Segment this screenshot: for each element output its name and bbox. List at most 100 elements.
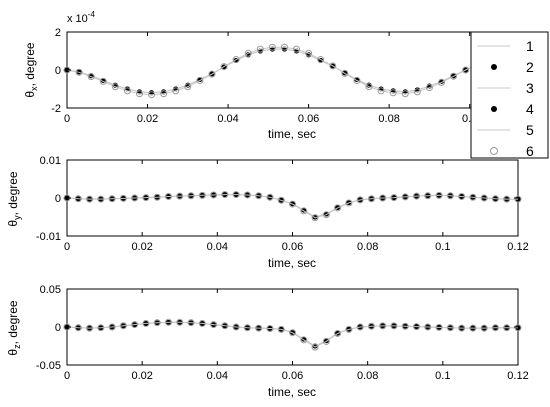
data-point xyxy=(329,62,337,70)
data-point xyxy=(208,70,216,78)
x-tick-label: 0.1 xyxy=(435,370,450,382)
data-point xyxy=(148,91,156,99)
x-tick-label: 0.06 xyxy=(282,370,303,382)
legend-entry: 3 xyxy=(477,80,534,96)
data-point xyxy=(353,76,361,84)
x-tick-label: 0.04 xyxy=(217,113,238,125)
data-point xyxy=(108,195,116,203)
data-point xyxy=(280,43,288,51)
data-point xyxy=(187,192,195,200)
data-point xyxy=(413,323,421,331)
x-tick-label: 0 xyxy=(64,241,70,253)
y-tick-label: 0 xyxy=(55,65,61,77)
data-point xyxy=(379,194,387,202)
data-point xyxy=(119,194,127,202)
legend-entry: 2 xyxy=(491,59,534,75)
data-point xyxy=(142,194,150,202)
y-tick-label: 0 xyxy=(55,193,61,205)
data-point xyxy=(131,321,139,329)
data-point xyxy=(390,322,398,330)
data-point xyxy=(367,195,375,203)
data-point xyxy=(469,193,477,201)
data-point xyxy=(450,72,458,80)
series-line xyxy=(66,194,518,219)
data-point xyxy=(367,322,375,330)
data-point xyxy=(184,83,192,91)
data-point xyxy=(232,56,240,64)
data-point xyxy=(97,195,105,203)
x-tick-label: 0.12 xyxy=(507,241,528,253)
x-tick-label: 0.04 xyxy=(207,241,228,253)
legend-entry: 1 xyxy=(477,38,534,54)
data-point xyxy=(401,322,409,330)
x-tick-label: 0.06 xyxy=(298,113,319,125)
data-point xyxy=(300,207,308,215)
x-axis-label: time, sec xyxy=(268,127,316,141)
data-point xyxy=(503,195,511,203)
data-point xyxy=(365,83,373,91)
data-point xyxy=(425,84,433,92)
x-axis-label: time, sec xyxy=(268,256,316,270)
x-tick-label: 0.06 xyxy=(282,241,303,253)
data-point xyxy=(462,66,470,74)
data-point xyxy=(435,323,443,331)
data-point xyxy=(480,324,488,332)
data-point xyxy=(341,69,349,77)
data-point xyxy=(503,324,511,332)
data-point xyxy=(317,56,325,64)
data-point xyxy=(491,324,499,332)
data-point xyxy=(424,323,432,331)
data-point xyxy=(458,324,466,332)
marks-layer xyxy=(63,318,522,351)
data-point xyxy=(322,337,330,345)
data-point xyxy=(86,195,94,203)
data-point xyxy=(111,83,119,91)
legend-label: 5 xyxy=(526,122,534,138)
y-tick-label: 2 xyxy=(55,27,61,39)
data-point xyxy=(176,318,184,326)
data-point xyxy=(160,90,168,98)
data-point xyxy=(108,323,116,331)
x-tick-label: 0.02 xyxy=(131,241,152,253)
data-point xyxy=(491,195,499,203)
x-tick-label: 0.04 xyxy=(207,370,228,382)
series-line xyxy=(66,46,515,96)
y-axis-label: θz, degree xyxy=(6,300,22,356)
marks-layer xyxy=(63,191,522,222)
legend-label: 3 xyxy=(526,80,534,96)
data-point xyxy=(97,324,105,332)
y-tick-label: 0.05 xyxy=(40,284,61,296)
data-point xyxy=(390,194,398,202)
data-point xyxy=(75,68,83,76)
data-point xyxy=(514,195,522,203)
data-point xyxy=(243,324,251,332)
legend-dot-swatch xyxy=(491,106,497,112)
data-point xyxy=(210,191,218,199)
data-point xyxy=(345,199,353,207)
data-point xyxy=(334,204,342,212)
data-point xyxy=(389,89,397,97)
data-point xyxy=(123,87,131,95)
data-point xyxy=(99,77,107,85)
legend-dot-swatch xyxy=(491,64,497,70)
y-tick-label: -0.05 xyxy=(36,360,61,372)
data-point xyxy=(311,343,319,351)
data-point xyxy=(255,192,263,200)
data-point xyxy=(480,194,488,202)
series-6 xyxy=(63,318,522,351)
legend-label: 4 xyxy=(526,101,534,117)
x-tick-label: 0.08 xyxy=(357,370,378,382)
data-point xyxy=(312,214,318,220)
data-point xyxy=(119,322,127,330)
data-point xyxy=(176,192,184,200)
data-point xyxy=(268,43,276,51)
data-point xyxy=(413,192,421,200)
panel-theta-x: 0 0.02 0.04 0.06 0.08 0.1-202 x 10-4 θx, degr… xyxy=(23,10,519,141)
x-tick-label: 0.02 xyxy=(137,113,158,125)
data-point xyxy=(255,324,263,332)
data-point xyxy=(86,324,94,332)
series-5 xyxy=(66,46,515,96)
